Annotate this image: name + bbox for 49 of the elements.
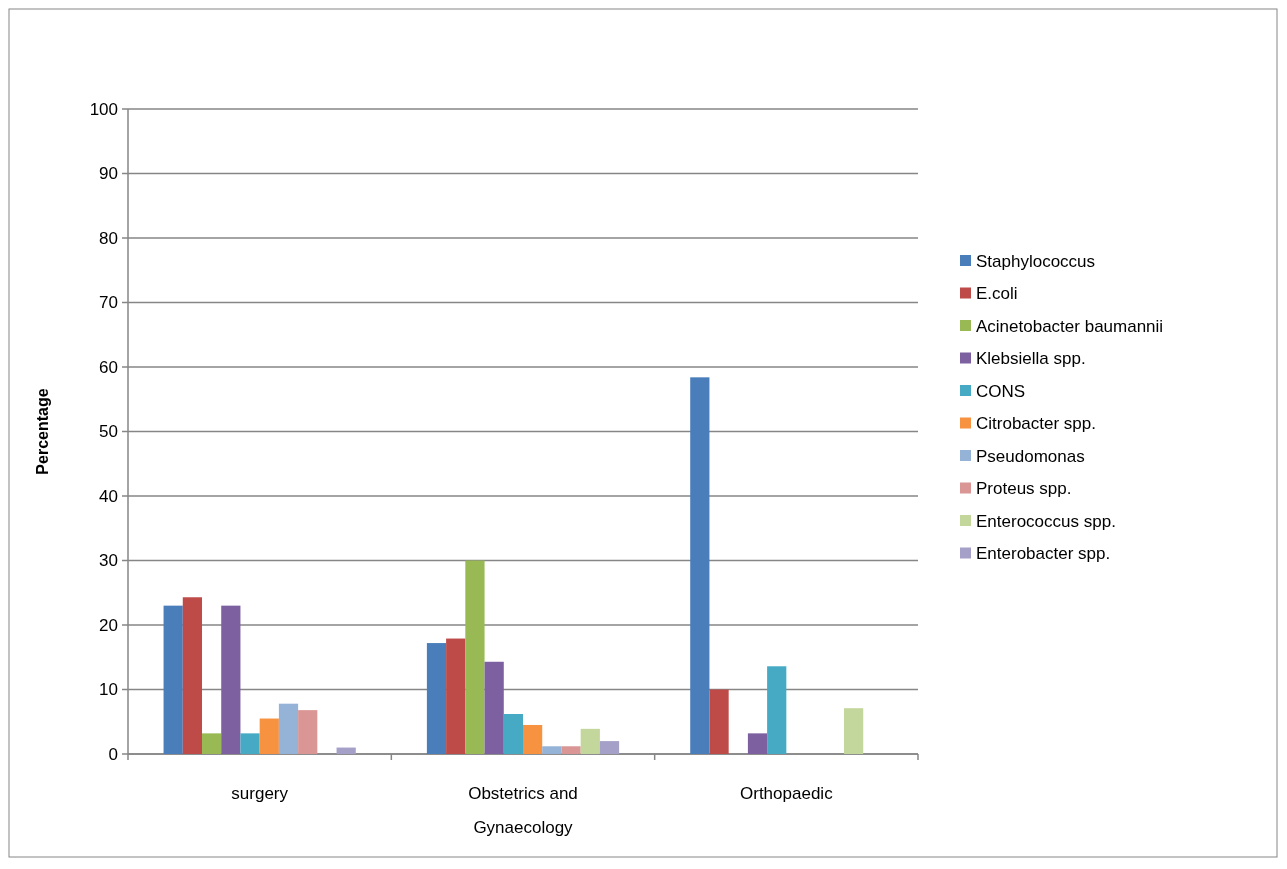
y-tick-label: 20 bbox=[99, 615, 118, 635]
x-tick-label: Obstetrics and Gynaecology bbox=[468, 784, 578, 837]
bar bbox=[599, 741, 620, 754]
bar bbox=[163, 605, 183, 754]
bar bbox=[259, 718, 279, 754]
bar bbox=[844, 708, 864, 754]
y-tick-label: 70 bbox=[99, 293, 118, 313]
legend-label: CONS bbox=[976, 381, 1026, 401]
y-tick-label: 90 bbox=[99, 164, 118, 184]
bar bbox=[690, 377, 710, 754]
y-tick-label: 40 bbox=[99, 486, 118, 506]
legend-label: Pseudomonas bbox=[976, 446, 1085, 466]
bar bbox=[221, 605, 241, 754]
y-tick-label: 30 bbox=[99, 551, 118, 571]
legend-label: Acinetobacter baumannii bbox=[976, 316, 1164, 336]
bar bbox=[465, 560, 485, 754]
y-tick-label: 50 bbox=[99, 422, 118, 442]
y-tick-label: 80 bbox=[99, 228, 118, 248]
bar bbox=[542, 746, 562, 754]
bar bbox=[580, 728, 600, 754]
legend-label: E.coli bbox=[976, 284, 1018, 304]
y-tick-label: 0 bbox=[108, 744, 118, 764]
legend-label: Enterobacter spp. bbox=[976, 544, 1111, 564]
x-tick-label: Orthopaedic bbox=[740, 784, 834, 803]
bar bbox=[182, 597, 202, 754]
bar bbox=[747, 733, 768, 754]
bar bbox=[767, 666, 787, 754]
bar bbox=[202, 733, 222, 754]
bar bbox=[709, 689, 729, 754]
bar bbox=[561, 746, 581, 754]
y-axis-title: Percentage bbox=[34, 388, 51, 475]
legend-label: Enterococcus spp. bbox=[976, 511, 1116, 531]
legend-label: Staphylococcus bbox=[976, 251, 1096, 271]
bar bbox=[484, 661, 504, 754]
bar bbox=[278, 703, 299, 754]
y-tick-label: 100 bbox=[89, 99, 118, 119]
y-tick-label: 60 bbox=[99, 357, 118, 377]
y-tick-label: 10 bbox=[99, 680, 118, 700]
bar bbox=[446, 638, 466, 754]
legend-label: Proteus spp. bbox=[976, 479, 1072, 499]
bar bbox=[240, 733, 260, 754]
bar bbox=[298, 710, 318, 754]
bar bbox=[503, 714, 523, 754]
legend-label: Citrobacter spp. bbox=[976, 414, 1096, 434]
bar bbox=[336, 747, 356, 754]
x-tick-label: surgery bbox=[231, 784, 289, 803]
legend-label: Klebsiella spp. bbox=[976, 349, 1086, 369]
bar bbox=[523, 724, 543, 754]
bar bbox=[426, 643, 447, 754]
